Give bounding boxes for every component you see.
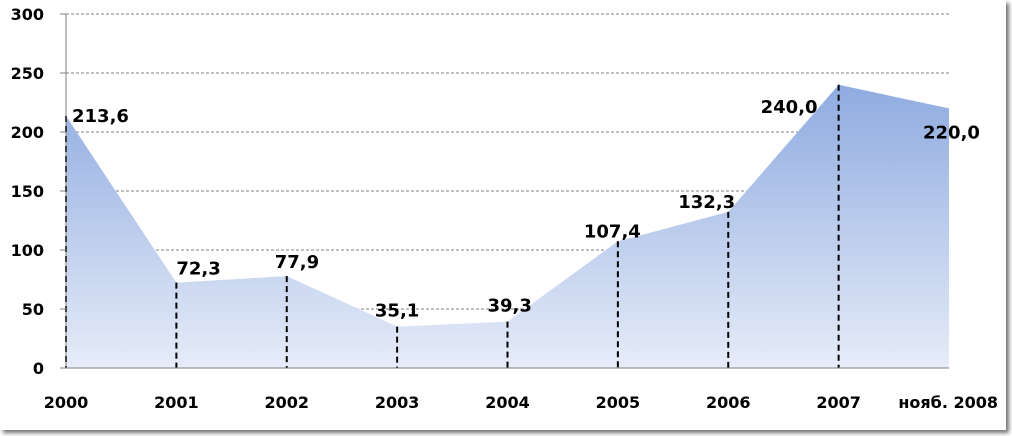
y-tick-label-150: 150	[11, 182, 44, 201]
data-label-2001: 72,3	[176, 259, 220, 280]
y-axis-ticks: 0 50 100 150 200 250 300	[11, 5, 44, 378]
y-tick-label-200: 200	[11, 123, 44, 142]
data-label-2002: 77,9	[275, 252, 319, 273]
x-tick-label-2005: 2005	[596, 393, 641, 412]
y-tick-label-250: 250	[11, 64, 44, 83]
x-tick-label-2006: 2006	[706, 393, 751, 412]
y-tick-label-0: 0	[33, 359, 44, 378]
x-tick-label-2007: 2007	[816, 393, 861, 412]
x-tick-label-2004: 2004	[485, 393, 530, 412]
y-tick-label-100: 100	[11, 241, 44, 260]
y-tick-label-50: 50	[22, 300, 44, 319]
x-tick-label-2002: 2002	[264, 393, 309, 412]
data-label-2005: 107,4	[584, 221, 641, 242]
data-label-нояб. 2008: 220,0	[923, 122, 980, 143]
x-tick-label-2000: 2000	[44, 393, 89, 412]
x-tick-label-нояб. 2008: нояб. 2008	[898, 393, 998, 412]
data-labels: 213,6 72,3 77,9 35,1 39,3 107,4 132,3 240,0 220,…	[72, 97, 980, 322]
data-label-2007: 240,0	[761, 97, 818, 118]
y-tick-label-300: 300	[11, 5, 44, 24]
data-label-2000: 213,6	[72, 106, 129, 127]
data-label-2004: 39,3	[488, 296, 532, 317]
data-label-2006: 132,3	[678, 192, 735, 213]
x-tick-label-2001: 2001	[154, 393, 199, 412]
x-axis-ticks: 2000 2001 2002 2003 2004 2005 2006 2007 нояб. 20…	[44, 393, 998, 412]
x-tick-label-2003: 2003	[375, 393, 420, 412]
data-label-2003: 35,1	[375, 301, 419, 322]
axes	[60, 13, 949, 369]
